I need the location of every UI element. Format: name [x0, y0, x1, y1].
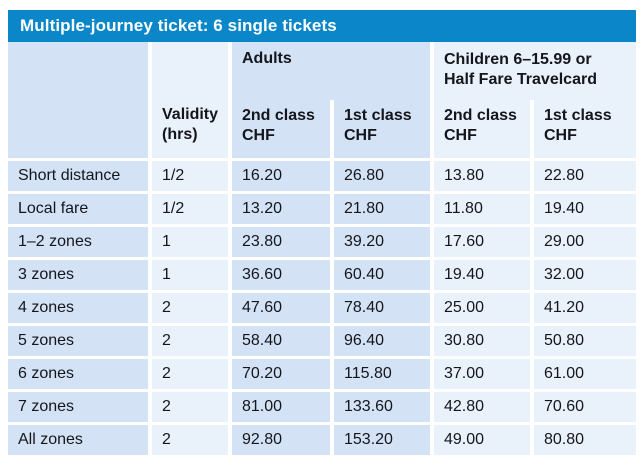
adult-1st-price: 96.40: [334, 326, 430, 356]
child-1st-price: 61.00: [534, 359, 636, 389]
adult-1st-price: 153.20: [334, 425, 430, 455]
adult-1st-price: 39.20: [334, 227, 430, 257]
child-1st-price: 22.80: [534, 161, 636, 191]
row-label: 5 zones: [8, 326, 148, 356]
child-1st-price: 19.40: [534, 194, 636, 224]
table-header: Validity (hrs) Adults Children 6–15.99 or…: [8, 42, 636, 158]
adult-2nd-price: 70.20: [232, 359, 330, 389]
child-1st-price: 50.80: [534, 326, 636, 356]
row-label: 7 zones: [8, 392, 148, 422]
validity-cell: 1: [152, 260, 228, 290]
child-2nd-price: 30.80: [434, 326, 530, 356]
validity-cell: 1/2: [152, 194, 228, 224]
title-bar: Multiple-journey ticket: 6 single ticket…: [8, 10, 636, 42]
adult-2nd-price: 16.20: [232, 161, 330, 191]
validity-cell: 2: [152, 359, 228, 389]
adult-2nd-price: 58.40: [232, 326, 330, 356]
validity-column-header: Validity (hrs): [152, 42, 228, 158]
child-1st-price: 41.20: [534, 293, 636, 323]
child-2nd-price: 11.80: [434, 194, 530, 224]
adult-2nd-price: 92.80: [232, 425, 330, 455]
adult-2nd-price: 23.80: [232, 227, 330, 257]
validity-cell: 1: [152, 227, 228, 257]
child-2nd-price: 13.80: [434, 161, 530, 191]
row-label: Local fare: [8, 194, 148, 224]
adult-1st-price: 26.80: [334, 161, 430, 191]
corner-cell: [8, 42, 148, 158]
child-1st-price: 80.80: [534, 425, 636, 455]
child-2nd-price: 37.00: [434, 359, 530, 389]
children-group-header: Children 6–15.99 or Half Fare Travelcard: [434, 42, 636, 100]
child-2nd-price: 25.00: [434, 293, 530, 323]
adults-2nd-class-header: 2nd class CHF: [232, 100, 330, 158]
row-label: All zones: [8, 425, 148, 455]
adult-2nd-price: 36.60: [232, 260, 330, 290]
child-1st-price: 70.60: [534, 392, 636, 422]
child-2nd-price: 49.00: [434, 425, 530, 455]
row-label: 4 zones: [8, 293, 148, 323]
adult-1st-price: 21.80: [334, 194, 430, 224]
adult-1st-price: 78.40: [334, 293, 430, 323]
child-2nd-price: 19.40: [434, 260, 530, 290]
row-label: 3 zones: [8, 260, 148, 290]
page-title: Multiple-journey ticket: 6 single ticket…: [20, 16, 337, 35]
adult-1st-price: 115.80: [334, 359, 430, 389]
child-1st-price: 32.00: [534, 260, 636, 290]
child-2nd-price: 42.80: [434, 392, 530, 422]
row-label: 6 zones: [8, 359, 148, 389]
validity-cell: 1/2: [152, 161, 228, 191]
adult-1st-price: 133.60: [334, 392, 430, 422]
validity-cell: 2: [152, 392, 228, 422]
adults-group-header: Adults: [232, 42, 430, 100]
adult-2nd-price: 13.20: [232, 194, 330, 224]
adult-2nd-price: 81.00: [232, 392, 330, 422]
row-label: Short distance: [8, 161, 148, 191]
adults-1st-class-header: 1st class CHF: [334, 100, 430, 158]
row-label: 1–2 zones: [8, 227, 148, 257]
validity-cell: 2: [152, 293, 228, 323]
table-body: Short distance 1/2 16.20 26.80 13.80 22.…: [8, 161, 636, 455]
validity-cell: 2: [152, 425, 228, 455]
child-2nd-price: 17.60: [434, 227, 530, 257]
adult-2nd-price: 47.60: [232, 293, 330, 323]
child-1st-price: 29.00: [534, 227, 636, 257]
children-1st-class-header: 1st class CHF: [534, 100, 636, 158]
validity-cell: 2: [152, 326, 228, 356]
children-2nd-class-header: 2nd class CHF: [434, 100, 530, 158]
adult-1st-price: 60.40: [334, 260, 430, 290]
